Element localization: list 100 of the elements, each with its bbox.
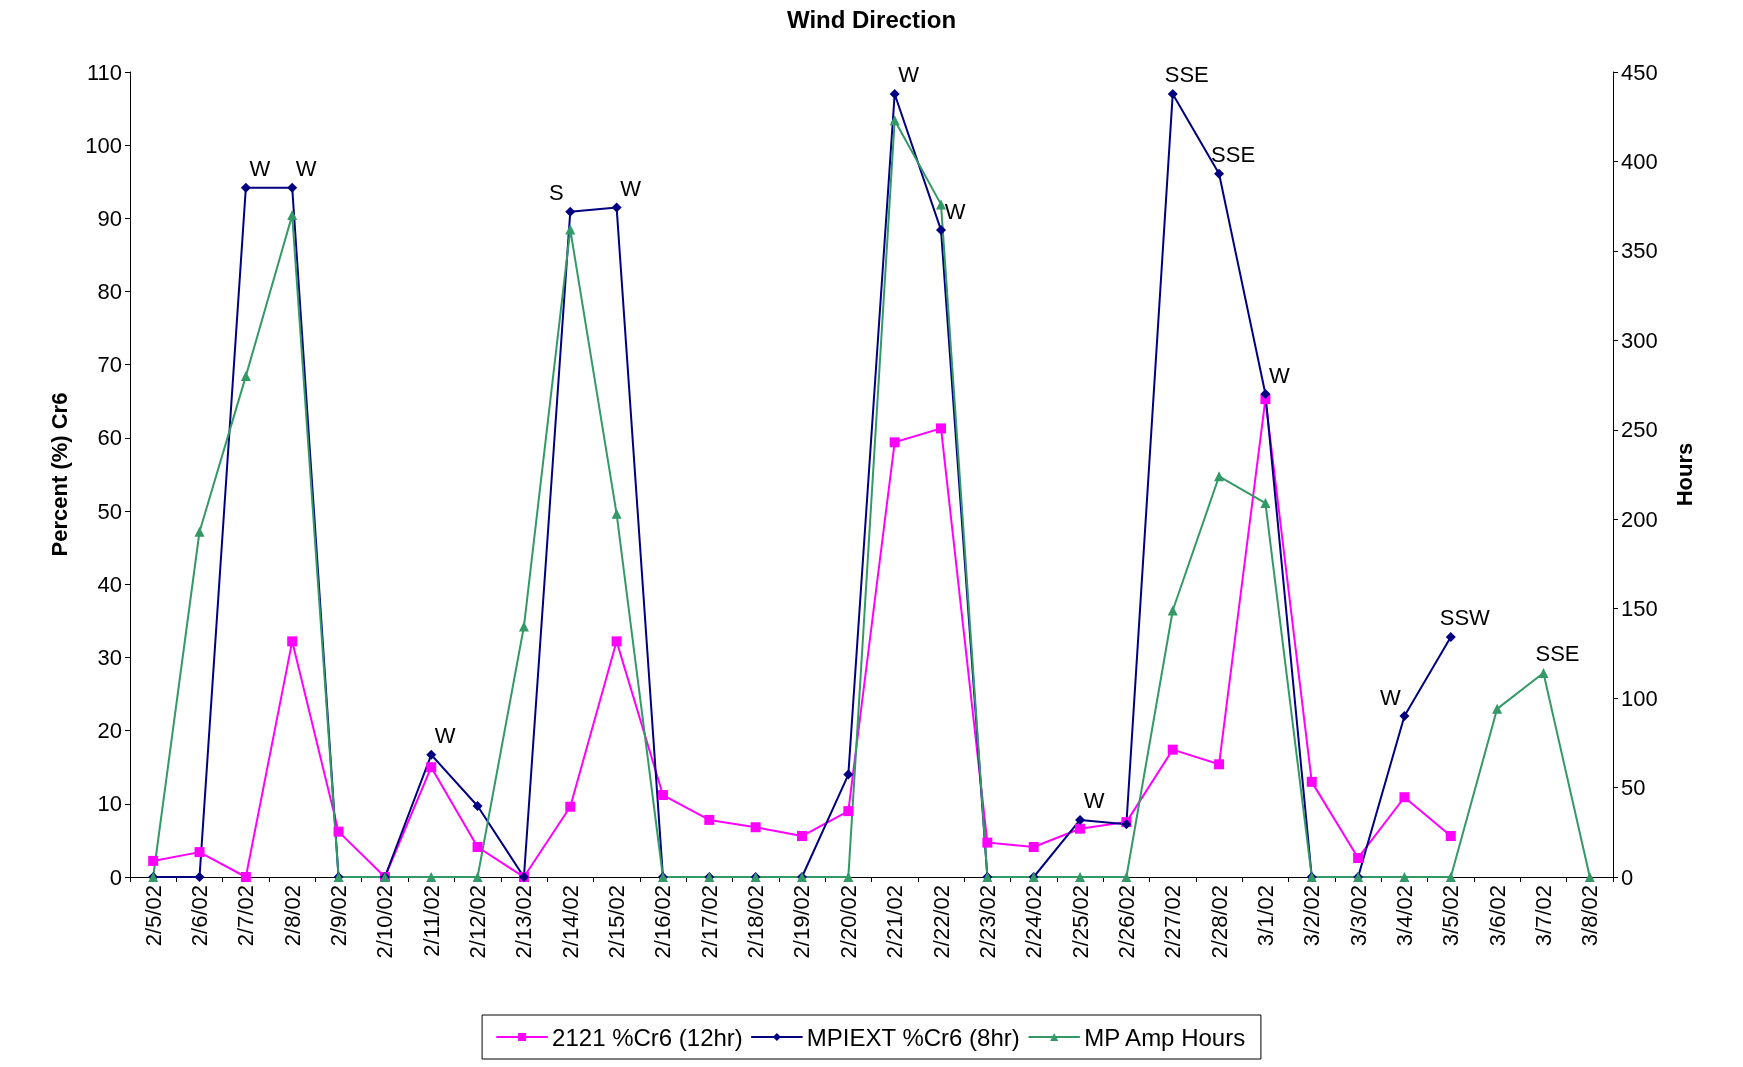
y2-tick-label: 400 — [1621, 148, 1658, 174]
point — [704, 814, 715, 825]
x-tick-label: 2/8/02 — [279, 885, 305, 947]
x-tick-label: 3/3/02 — [1345, 885, 1371, 947]
annotation: W — [295, 156, 317, 182]
point — [472, 872, 483, 882]
annotation: W — [434, 723, 456, 749]
point — [240, 371, 251, 382]
x-tick-label: 3/8/02 — [1577, 885, 1603, 947]
point — [1028, 842, 1039, 852]
y-tick-label: 100 — [85, 132, 122, 158]
y2-tick-label: 100 — [1621, 685, 1658, 711]
point — [843, 806, 854, 817]
x-tick-label: 2/19/02 — [789, 885, 815, 959]
point — [1214, 759, 1225, 770]
y2-axis-title: Hours — [1671, 442, 1697, 507]
point — [1399, 872, 1410, 882]
point — [518, 621, 529, 632]
annotation: SSE — [1164, 62, 1209, 88]
x-tick-label: 2/15/02 — [604, 885, 630, 959]
x-tick-label: 2/16/02 — [650, 885, 676, 959]
x-tick-label: 3/6/02 — [1484, 885, 1510, 947]
x-tick-label: 2/28/02 — [1206, 885, 1232, 959]
annotation: W — [1380, 684, 1402, 710]
x-tick-label: 2/5/02 — [140, 885, 166, 947]
annotation: S — [548, 180, 564, 206]
legend-label: MPIEXT %Cr6 (8hr) — [806, 1023, 1020, 1051]
point — [426, 749, 437, 760]
y2-tick-label: 250 — [1621, 417, 1658, 443]
y-tick-label: 40 — [97, 571, 122, 597]
point — [936, 225, 947, 236]
point — [843, 769, 854, 780]
y-tick-label: 60 — [97, 425, 122, 451]
x-tick-label: 2/6/02 — [187, 885, 213, 947]
annotation: W — [944, 198, 966, 224]
annotation: W — [898, 62, 920, 88]
x-tick-label: 2/10/02 — [372, 885, 398, 959]
point — [1399, 711, 1410, 721]
point — [889, 437, 900, 448]
annotation: SSE — [1211, 142, 1256, 168]
point — [1075, 872, 1086, 882]
x-tick-label: 2/20/02 — [835, 885, 861, 959]
point — [194, 872, 205, 882]
x-tick-label: 2/25/02 — [1067, 885, 1093, 959]
x-tick-label: 2/11/02 — [418, 885, 444, 957]
y2-tick-label: 50 — [1621, 775, 1646, 801]
x-tick-label: 2/26/02 — [1113, 885, 1139, 959]
point — [1445, 631, 1456, 642]
point — [1167, 88, 1178, 99]
point — [1260, 389, 1271, 399]
point — [426, 762, 437, 773]
x-tick-label: 2/17/02 — [696, 885, 722, 959]
point — [426, 872, 437, 882]
point — [1584, 872, 1595, 882]
point — [565, 206, 576, 217]
point — [287, 210, 298, 221]
legend-label: 2121 %Cr6 (12hr) — [552, 1023, 743, 1051]
point — [565, 801, 576, 812]
point — [889, 88, 900, 99]
point — [1214, 168, 1225, 179]
annotation: SSE — [1535, 641, 1580, 667]
x-tick-label: 3/4/02 — [1391, 885, 1417, 947]
point — [1214, 471, 1225, 482]
point — [1353, 852, 1364, 863]
chart-title: Wind Direction — [786, 5, 957, 33]
x-tick-label: 2/7/02 — [233, 885, 259, 947]
point — [843, 872, 854, 882]
point — [1445, 872, 1456, 882]
y-axis-title: Percent (%) Cr6 — [46, 392, 72, 557]
point — [611, 202, 622, 213]
point — [1306, 776, 1317, 787]
point — [472, 842, 483, 852]
point — [1492, 703, 1503, 714]
x-tick-label: 2/21/02 — [882, 885, 908, 959]
point — [1121, 872, 1132, 882]
y2-tick-label: 200 — [1621, 506, 1658, 532]
x-tick-label: 2/14/02 — [557, 885, 583, 959]
x-tick-label: 2/22/02 — [928, 885, 954, 959]
y2-tick-label: 300 — [1621, 327, 1658, 353]
x-tick-label: 2/27/02 — [1160, 885, 1186, 959]
point — [750, 822, 761, 833]
x-tick-label: 3/7/02 — [1530, 885, 1556, 947]
point — [657, 790, 668, 801]
y2-tick-label: 450 — [1621, 59, 1658, 85]
point — [889, 115, 900, 126]
point — [1260, 498, 1271, 509]
x-tick-label: 2/23/02 — [974, 885, 1000, 959]
x-tick-label: 3/1/02 — [1252, 885, 1278, 947]
point — [1075, 823, 1086, 834]
x-tick-label: 2/12/02 — [465, 885, 491, 959]
y-tick-label: 20 — [97, 718, 122, 744]
point — [148, 855, 159, 866]
y-tick-label: 70 — [97, 352, 122, 378]
x-tick-label: 2/9/02 — [326, 885, 352, 947]
x-tick-label: 2/24/02 — [1021, 885, 1047, 959]
point — [1167, 605, 1178, 616]
point — [611, 508, 622, 519]
annotation: W — [249, 156, 271, 182]
y2-tick-label: 0 — [1621, 864, 1634, 890]
point — [936, 423, 947, 434]
